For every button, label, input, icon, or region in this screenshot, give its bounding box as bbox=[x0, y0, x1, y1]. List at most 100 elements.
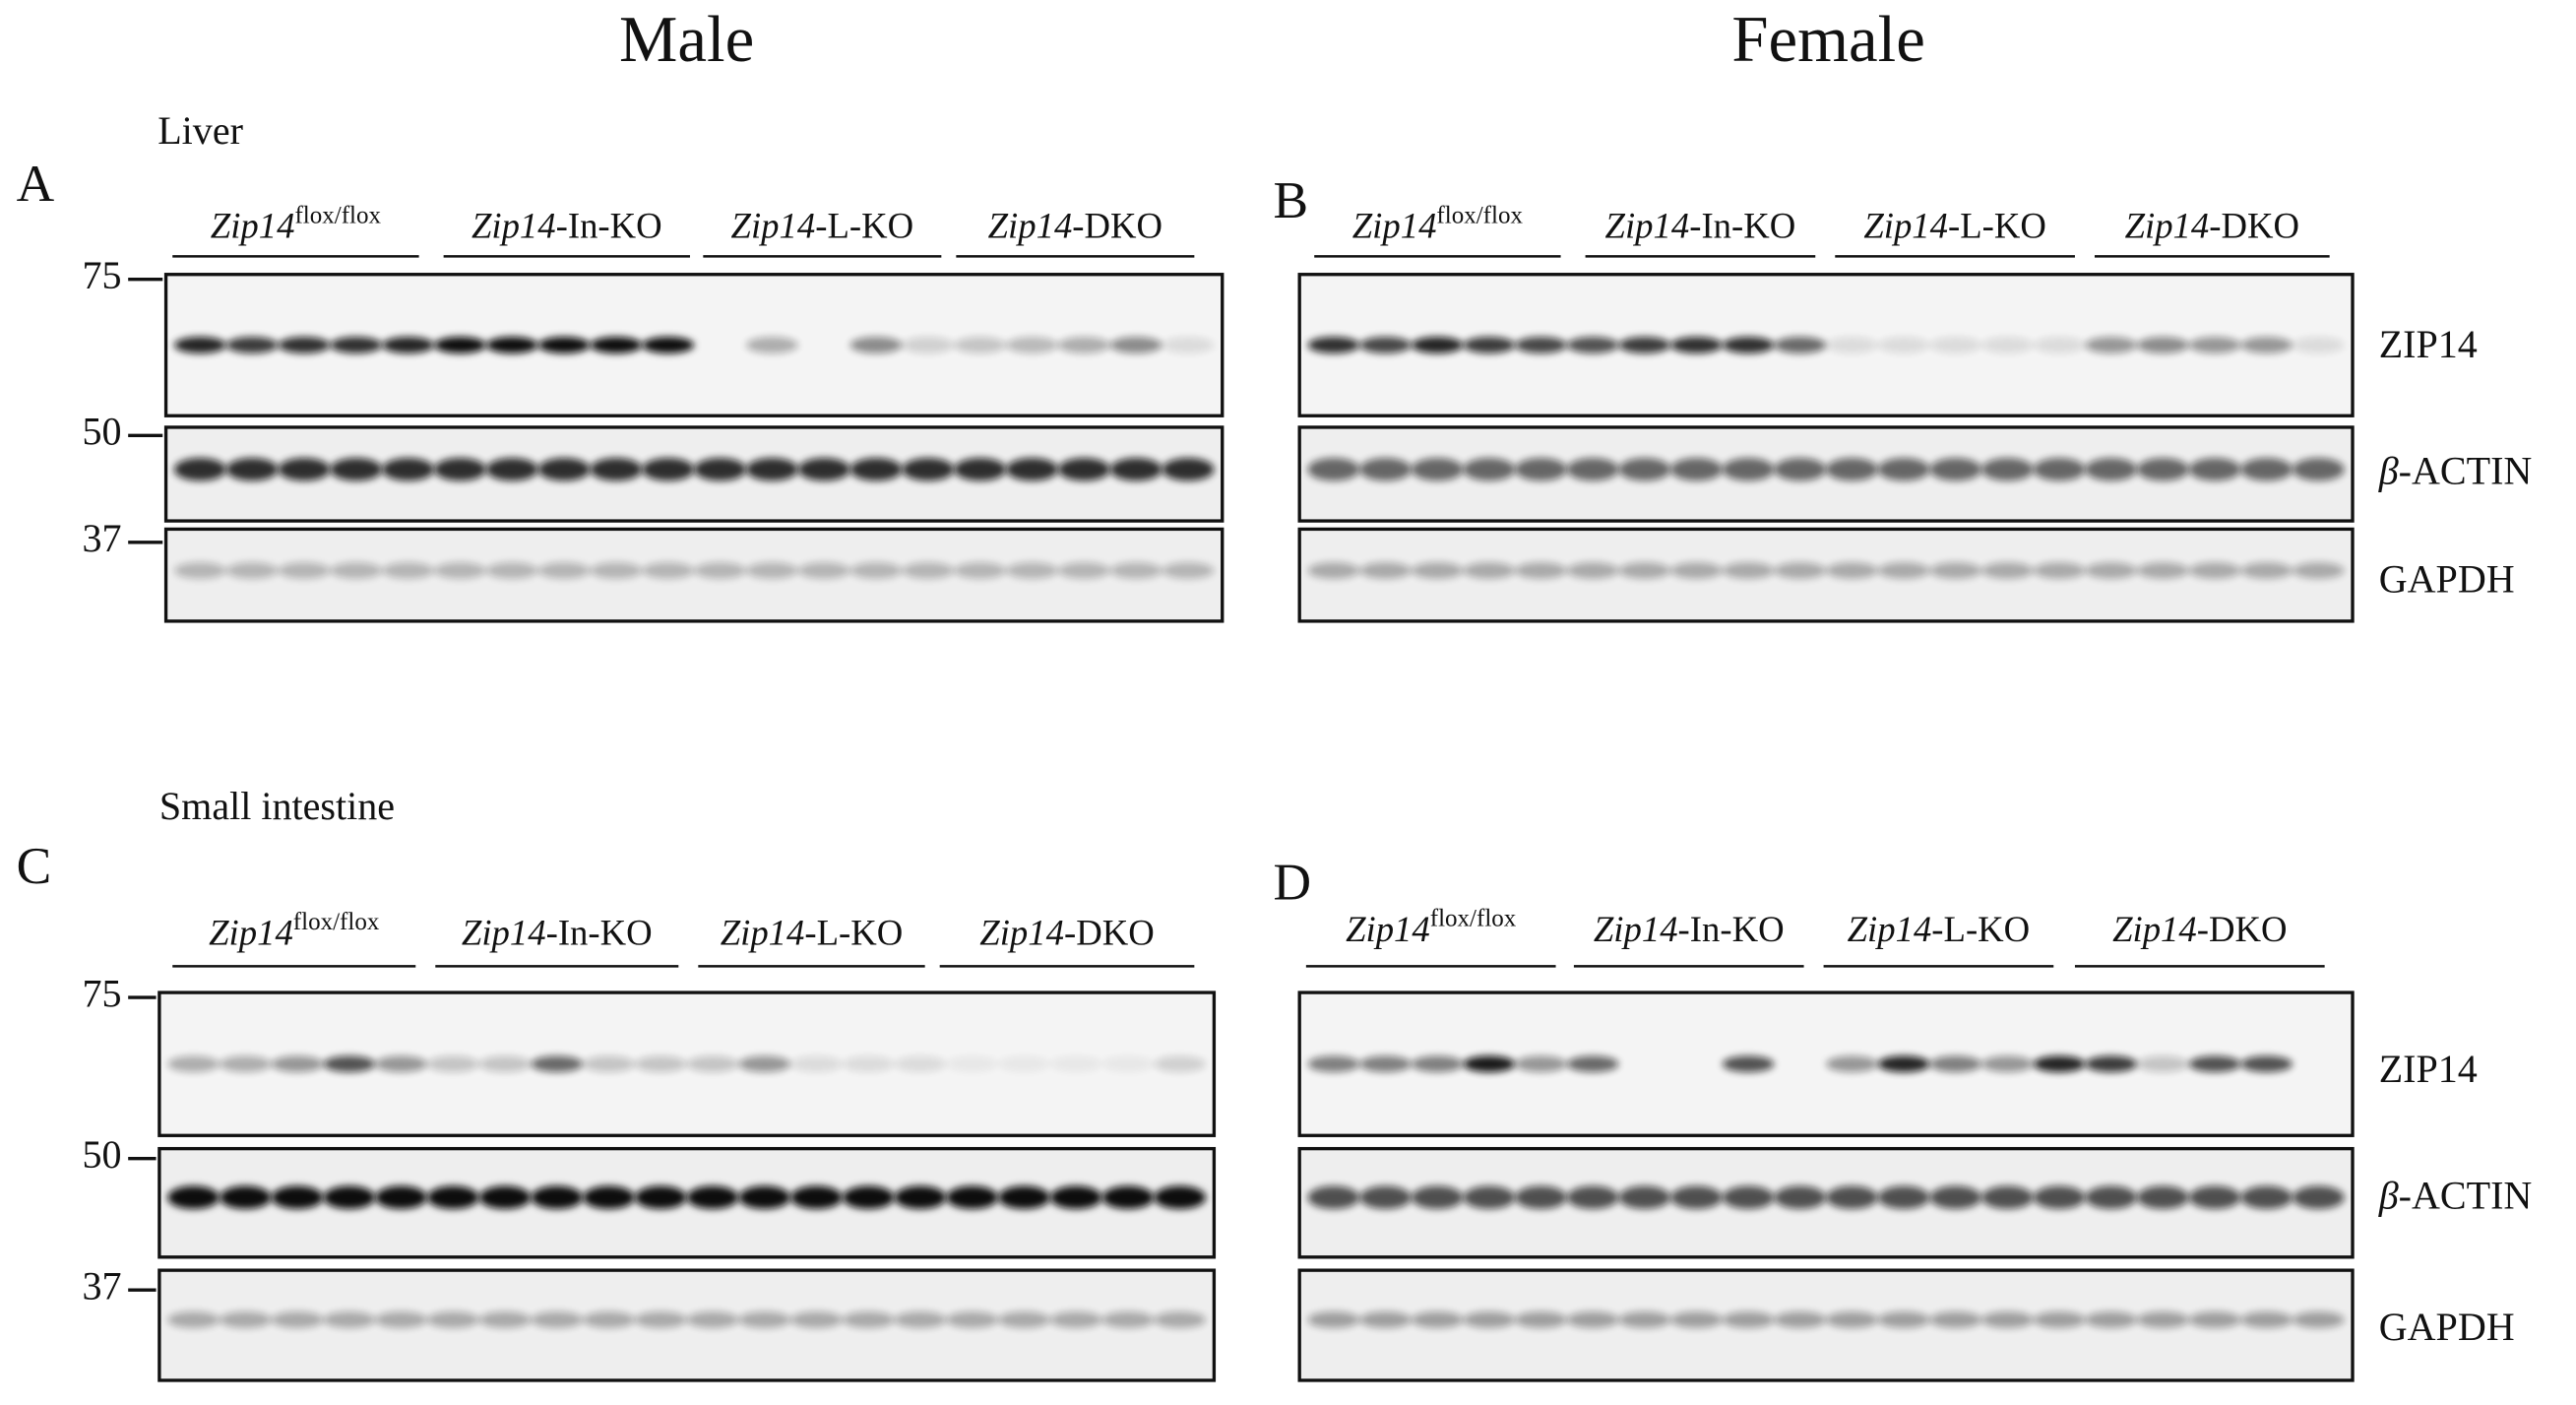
blot-band bbox=[278, 337, 331, 353]
blot-strip bbox=[1297, 1268, 2355, 1382]
blot-band bbox=[1929, 337, 1982, 353]
group-label: Zip14flox/flox bbox=[1352, 202, 1524, 246]
blot-band bbox=[271, 1311, 324, 1328]
blot-band bbox=[1877, 1055, 1930, 1073]
blot-band bbox=[1618, 337, 1671, 353]
blot-band bbox=[954, 458, 1007, 481]
blot-band bbox=[219, 1055, 272, 1073]
blot-band bbox=[485, 337, 538, 353]
band-name: ZIP14 bbox=[2379, 322, 2478, 366]
group-label: Zip14-DKO bbox=[988, 206, 1162, 246]
marker-label: 75 bbox=[82, 253, 121, 297]
section-label: Liver bbox=[157, 108, 243, 153]
blot-band bbox=[278, 458, 331, 481]
blot-band bbox=[1049, 1311, 1102, 1328]
blot-band bbox=[2240, 562, 2293, 579]
blot-band bbox=[1057, 337, 1110, 353]
blot-band bbox=[219, 1185, 272, 1209]
blot-band bbox=[1162, 337, 1215, 353]
group-label: Zip14-DKO bbox=[2125, 206, 2299, 246]
blot-band bbox=[1981, 337, 2034, 353]
blot-band bbox=[894, 1185, 947, 1209]
blot-band bbox=[1929, 458, 1982, 481]
blot-band bbox=[2085, 1185, 2138, 1209]
blot-band bbox=[1566, 1185, 1619, 1209]
blot-band bbox=[173, 562, 226, 579]
blot-band bbox=[1463, 337, 1516, 353]
blot-band bbox=[485, 562, 538, 579]
blot-band bbox=[894, 1311, 947, 1328]
group-label: Zip14-In-KO bbox=[471, 206, 662, 246]
blot-band bbox=[1826, 1055, 1878, 1073]
blot-band bbox=[2188, 1311, 2241, 1328]
blot-band bbox=[946, 1055, 999, 1073]
blot-band bbox=[1981, 562, 2034, 579]
blot-band bbox=[1006, 562, 1058, 579]
group-suffix: -In-KO bbox=[1689, 206, 1795, 246]
blot-strip bbox=[1297, 1146, 2355, 1259]
blot-band bbox=[1162, 562, 1215, 579]
group-label: Zip14-In-KO bbox=[462, 913, 653, 953]
blot-band bbox=[1307, 458, 1360, 481]
blot-band bbox=[1411, 1055, 1464, 1073]
group-label: Zip14flox/flox bbox=[209, 909, 380, 953]
blot-band bbox=[1109, 337, 1162, 353]
blot-band bbox=[1463, 562, 1516, 579]
group-gene: Zip14 bbox=[462, 913, 546, 953]
blot-band bbox=[1981, 458, 2034, 481]
blot-band bbox=[1057, 562, 1110, 579]
blot-band bbox=[2240, 337, 2293, 353]
blot-band bbox=[1774, 337, 1827, 353]
blot-band bbox=[745, 458, 798, 481]
panel-letter: A bbox=[17, 154, 55, 213]
blot-band bbox=[485, 458, 538, 481]
band-label: GAPDH bbox=[2379, 557, 2515, 602]
blot-band bbox=[2033, 1311, 2086, 1328]
band-name: -ACTIN bbox=[2399, 1174, 2533, 1218]
blot-band bbox=[426, 1055, 479, 1073]
blot-strip bbox=[1297, 273, 2355, 417]
blot-band bbox=[2137, 1185, 2189, 1209]
blot-band bbox=[842, 1185, 895, 1209]
blot-band bbox=[2085, 1311, 2138, 1328]
blot-band bbox=[531, 1055, 584, 1073]
group-gene: Zip14 bbox=[731, 206, 816, 246]
blot-band bbox=[1109, 458, 1162, 481]
blot-band bbox=[2188, 562, 2241, 579]
blot-strip bbox=[1297, 990, 2355, 1137]
blot-band bbox=[1006, 458, 1058, 481]
blot-band bbox=[1826, 562, 1878, 579]
blot-band bbox=[849, 337, 903, 353]
blot-band bbox=[375, 1185, 427, 1209]
blot-band bbox=[1566, 458, 1619, 481]
blot-band bbox=[478, 1311, 532, 1328]
group-label: Zip14-DKO bbox=[2112, 909, 2287, 949]
blot-band bbox=[842, 1055, 895, 1073]
blot-band bbox=[642, 562, 695, 579]
blot-band bbox=[738, 1055, 791, 1073]
blot-band bbox=[225, 458, 279, 481]
band-name: GAPDH bbox=[2379, 1305, 2515, 1349]
blot-band bbox=[1722, 337, 1775, 353]
blot-band bbox=[738, 1185, 791, 1209]
blot-band bbox=[738, 1311, 791, 1328]
blot-band bbox=[849, 458, 903, 481]
blot-band bbox=[167, 1055, 220, 1073]
band-name: -ACTIN bbox=[2399, 449, 2533, 493]
marker-label: 50 bbox=[82, 409, 121, 453]
blot-band bbox=[2293, 562, 2345, 579]
blot-band bbox=[902, 337, 955, 353]
blot-band bbox=[590, 458, 643, 481]
blot-band bbox=[323, 1311, 376, 1328]
blot-band bbox=[330, 337, 383, 353]
blot-band bbox=[583, 1185, 635, 1209]
blot-band bbox=[1618, 1311, 1671, 1328]
blot-band bbox=[1566, 1311, 1619, 1328]
blot-band bbox=[1101, 1311, 1155, 1328]
group-label: Zip14-In-KO bbox=[1594, 909, 1785, 949]
blot-band bbox=[434, 562, 486, 579]
group-suffix: -L-KO bbox=[804, 913, 903, 953]
group-label: Zip14flox/flox bbox=[211, 202, 382, 246]
group-gene: Zip14 bbox=[1605, 206, 1690, 246]
blot-band bbox=[1670, 562, 1723, 579]
